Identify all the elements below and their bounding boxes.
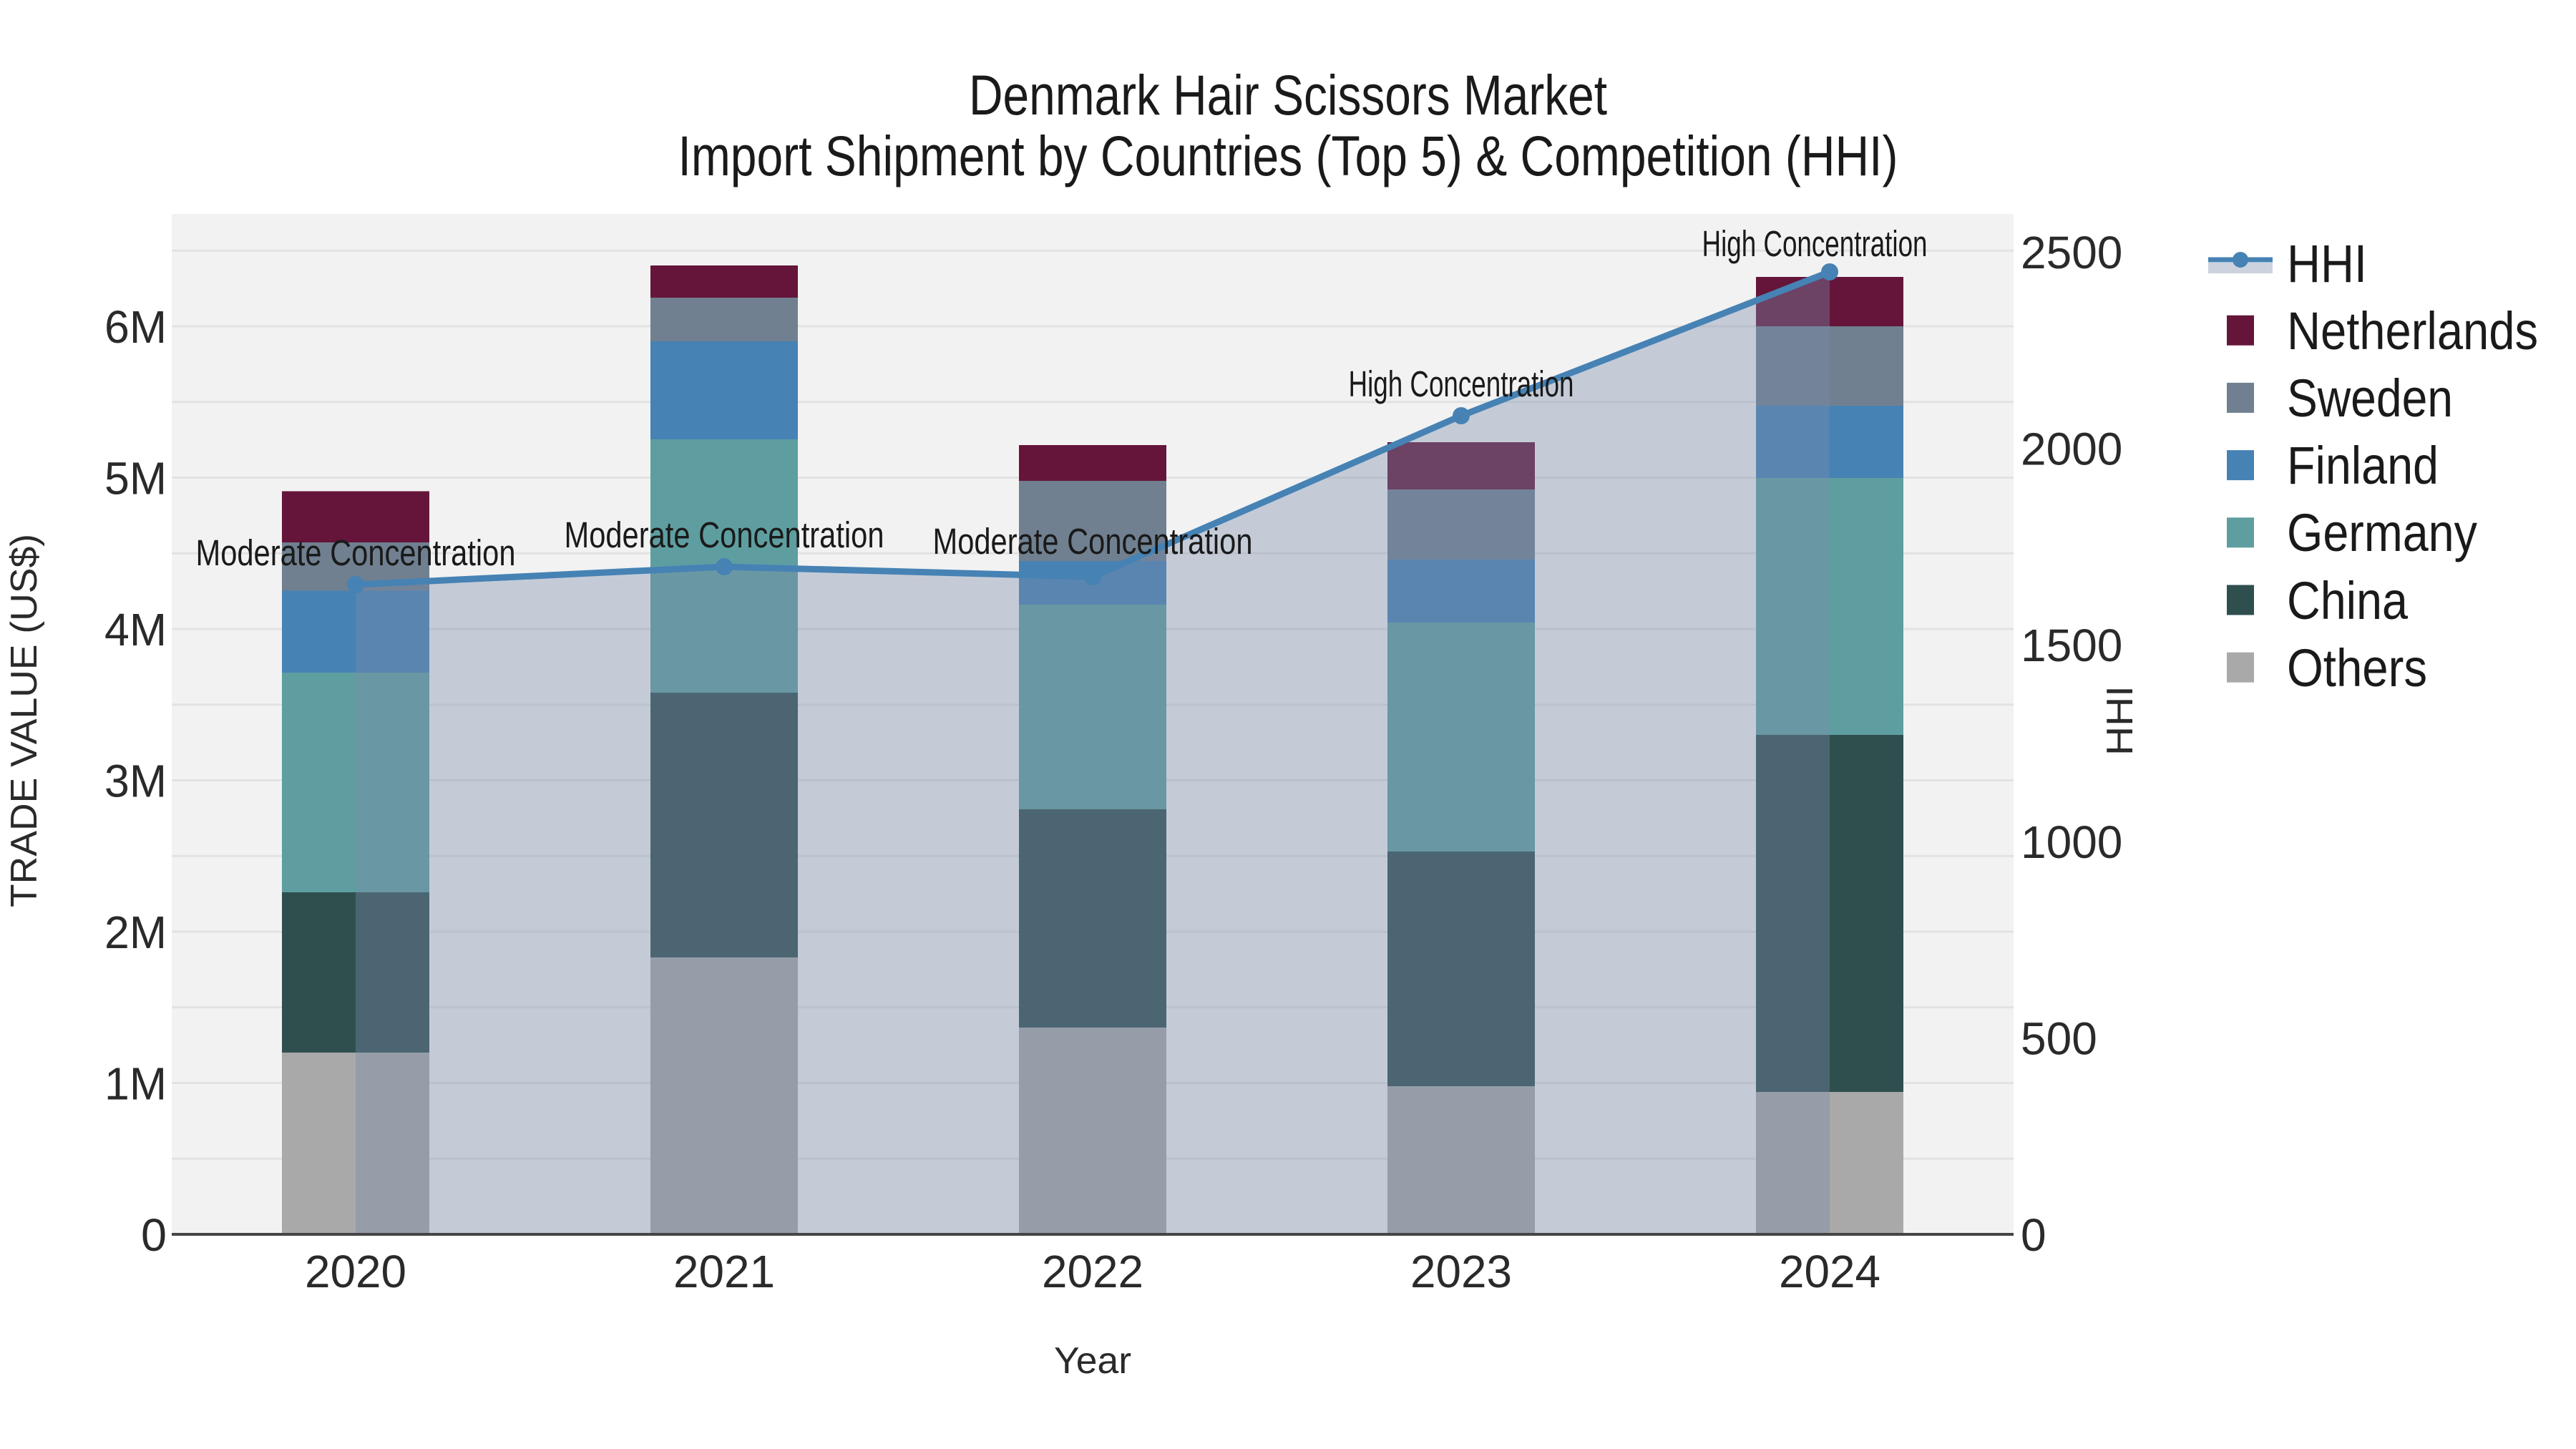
svg-text:4M: 4M <box>104 604 167 655</box>
svg-text:Germany: Germany <box>2287 503 2477 562</box>
svg-text:0: 0 <box>2021 1209 2046 1261</box>
svg-text:500: 500 <box>2021 1013 2097 1064</box>
svg-text:2024: 2024 <box>1779 1246 1880 1297</box>
svg-text:Others: Others <box>2287 638 2427 698</box>
svg-text:1M: 1M <box>104 1058 167 1110</box>
svg-text:High Concentration: High Concentration <box>1349 364 1574 404</box>
svg-text:Import Shipment by Countries (: Import Shipment by Countries (Top 5) & C… <box>678 124 1898 187</box>
svg-text:1000: 1000 <box>2021 816 2122 868</box>
svg-text:5M: 5M <box>104 453 167 504</box>
svg-text:High Concentration: High Concentration <box>1702 223 1928 264</box>
svg-text:3M: 3M <box>104 756 167 807</box>
svg-text:2000: 2000 <box>2021 424 2122 475</box>
svg-text:Denmark Hair Scissors Market: Denmark Hair Scissors Market <box>969 63 1607 127</box>
svg-text:Moderate Concentration: Moderate Concentration <box>196 532 516 573</box>
svg-text:0: 0 <box>141 1209 167 1261</box>
svg-text:HHI: HHI <box>2287 234 2367 293</box>
svg-text:TRADE VALUE (US$): TRADE VALUE (US$) <box>4 534 45 907</box>
svg-text:1500: 1500 <box>2021 620 2122 671</box>
svg-text:Moderate Concentration: Moderate Concentration <box>933 521 1253 562</box>
svg-text:2023: 2023 <box>1410 1246 1512 1297</box>
svg-text:Sweden: Sweden <box>2287 369 2453 428</box>
svg-text:2022: 2022 <box>1042 1246 1143 1297</box>
svg-text:2M: 2M <box>104 907 167 958</box>
svg-text:Moderate Concentration: Moderate Concentration <box>565 514 884 555</box>
svg-text:2020: 2020 <box>305 1246 406 1297</box>
svg-text:China: China <box>2287 571 2409 630</box>
svg-text:HHI: HHI <box>2099 686 2141 756</box>
svg-text:6M: 6M <box>104 301 167 353</box>
svg-text:Finland: Finland <box>2287 436 2439 495</box>
svg-text:Netherlands: Netherlands <box>2287 301 2538 361</box>
svg-text:2500: 2500 <box>2021 227 2122 278</box>
svg-text:2021: 2021 <box>673 1246 775 1297</box>
svg-text:Year: Year <box>1054 1340 1131 1382</box>
